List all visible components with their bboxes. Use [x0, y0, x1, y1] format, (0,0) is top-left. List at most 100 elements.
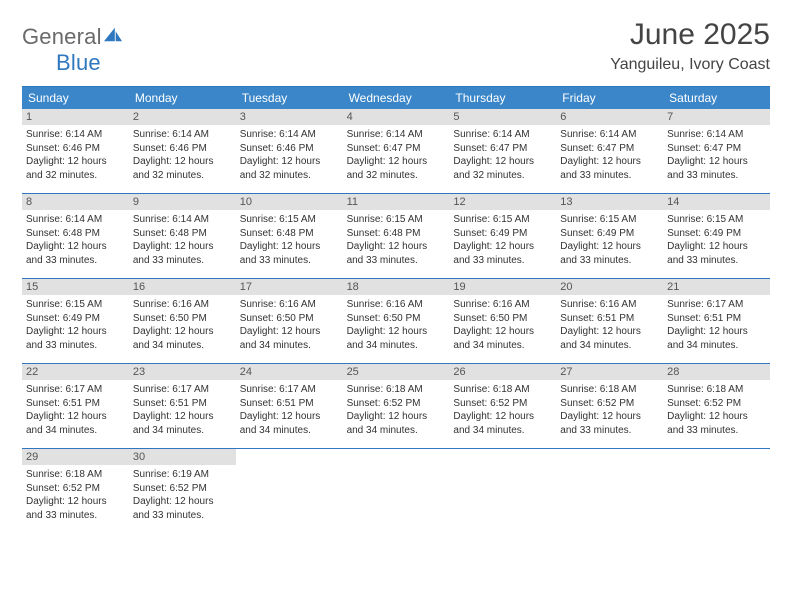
day-cell: 19Sunrise: 6:16 AMSunset: 6:50 PMDayligh… [449, 279, 556, 363]
weekday-header-cell: Friday [556, 87, 663, 109]
sunrise-text: Sunrise: 6:14 AM [453, 128, 552, 142]
day-details: Sunrise: 6:18 AMSunset: 6:52 PMDaylight:… [26, 468, 125, 522]
day-number: 15 [22, 279, 129, 295]
daylight-text: Daylight: 12 hours and 34 minutes. [560, 325, 659, 352]
weekday-header-cell: Thursday [449, 87, 556, 109]
daylight-text: Daylight: 12 hours and 34 minutes. [347, 325, 446, 352]
sunrise-text: Sunrise: 6:18 AM [347, 383, 446, 397]
sunset-text: Sunset: 6:49 PM [560, 227, 659, 241]
daylight-text: Daylight: 12 hours and 34 minutes. [453, 410, 552, 437]
day-details: Sunrise: 6:15 AMSunset: 6:48 PMDaylight:… [347, 213, 446, 267]
daylight-text: Daylight: 12 hours and 34 minutes. [133, 410, 232, 437]
page-title: June 2025 [610, 18, 770, 52]
sunset-text: Sunset: 6:50 PM [347, 312, 446, 326]
week-row: 29 Sunrise: 6:18 AMSunset: 6:52 PMDayligh… [22, 449, 770, 533]
sunset-text: Sunset: 6:48 PM [26, 227, 125, 241]
day-cell: 16Sunrise: 6:16 AMSunset: 6:50 PMDayligh… [129, 279, 236, 363]
day-number: 18 [343, 279, 450, 295]
day-number: 8 [22, 194, 129, 210]
sunset-text: Sunset: 6:51 PM [560, 312, 659, 326]
day-number: 23 [129, 364, 236, 380]
sunset-text: Sunset: 6:52 PM [133, 482, 232, 496]
day-number: 7 [663, 109, 770, 125]
calendar-body: 1 Sunrise: 6:14 AM Sunset: 6:46 PM Daylight… [22, 109, 770, 533]
sunrise-text: Sunrise: 6:18 AM [560, 383, 659, 397]
daylight-text: Daylight: 12 hours and 33 minutes. [26, 495, 125, 522]
day-cell-empty [236, 449, 343, 533]
sunrise-text: Sunrise: 6:15 AM [667, 213, 766, 227]
sunrise-text: Sunrise: 6:14 AM [26, 213, 125, 227]
day-details: Sunrise: 6:14 AMSunset: 6:47 PMDaylight:… [453, 128, 552, 182]
day-cell: 6Sunrise: 6:14 AMSunset: 6:47 PMDaylight… [556, 109, 663, 193]
day-number: 28 [663, 364, 770, 380]
day-number: 4 [343, 109, 450, 125]
day-cell-empty [343, 449, 450, 533]
day-cell-empty [663, 449, 770, 533]
sunset-text: Sunset: 6:52 PM [453, 397, 552, 411]
day-details: Sunrise: 6:17 AMSunset: 6:51 PMDaylight:… [133, 383, 232, 437]
day-number: 29 [22, 449, 129, 465]
day-details: Sunrise: 6:17 AMSunset: 6:51 PMDaylight:… [667, 298, 766, 352]
day-details: Sunrise: 6:16 AMSunset: 6:50 PMDaylight:… [133, 298, 232, 352]
calendar: SundayMondayTuesdayWednesdayThursdayFrid… [22, 86, 770, 533]
day-cell: 23 Sunrise: 6:17 AMSunset: 6:51 PMDayligh… [129, 364, 236, 448]
sunrise-text: Sunrise: 6:17 AM [240, 383, 339, 397]
day-details: Sunrise: 6:18 AMSunset: 6:52 PMDaylight:… [347, 383, 446, 437]
sunset-text: Sunset: 6:51 PM [133, 397, 232, 411]
sunset-text: Sunset: 6:46 PM [240, 142, 339, 156]
header: General Blue June 2025 Yanguileu, Ivory … [22, 18, 770, 76]
day-details: Sunrise: 6:16 AMSunset: 6:50 PMDaylight:… [347, 298, 446, 352]
day-details: Sunrise: 6:16 AMSunset: 6:50 PMDaylight:… [453, 298, 552, 352]
daylight-text: Daylight: 12 hours and 34 minutes. [240, 410, 339, 437]
day-number: 24 [236, 364, 343, 380]
day-number: 30 [129, 449, 236, 465]
daylight-text: Daylight: 12 hours and 32 minutes. [26, 155, 125, 182]
daylight-text: Daylight: 12 hours and 34 minutes. [347, 410, 446, 437]
day-cell-empty [556, 449, 663, 533]
sunrise-text: Sunrise: 6:14 AM [347, 128, 446, 142]
day-cell: 17Sunrise: 6:16 AMSunset: 6:50 PMDayligh… [236, 279, 343, 363]
sunrise-text: Sunrise: 6:16 AM [347, 298, 446, 312]
day-details: Sunrise: 6:14 AMSunset: 6:48 PMDaylight:… [26, 213, 125, 267]
sunrise-text: Sunrise: 6:14 AM [26, 128, 125, 142]
day-cell: 10Sunrise: 6:15 AMSunset: 6:48 PMDayligh… [236, 194, 343, 278]
daylight-text: Daylight: 12 hours and 33 minutes. [560, 410, 659, 437]
sunset-text: Sunset: 6:52 PM [560, 397, 659, 411]
day-number: 22 [22, 364, 129, 380]
day-number: 1 [22, 109, 129, 125]
sunrise-text: Sunrise: 6:18 AM [667, 383, 766, 397]
day-cell: 30Sunrise: 6:19 AMSunset: 6:52 PMDayligh… [129, 449, 236, 533]
day-cell: 28 Sunrise: 6:18 AMSunset: 6:52 PMDayligh… [663, 364, 770, 448]
day-cell: 1Sunrise: 6:14 AMSunset: 6:46 PMDaylight… [22, 109, 129, 193]
day-details: Sunrise: 6:15 AMSunset: 6:48 PMDaylight:… [240, 213, 339, 267]
sunrise-text: Sunrise: 6:15 AM [453, 213, 552, 227]
daylight-text: Daylight: 12 hours and 33 minutes. [133, 240, 232, 267]
day-details: Sunrise: 6:15 AMSunset: 6:49 PMDaylight:… [667, 213, 766, 267]
day-number: 5 [449, 109, 556, 125]
day-details: Sunrise: 6:14 AMSunset: 6:47 PMDaylight:… [667, 128, 766, 182]
sunrise-text: Sunrise: 6:16 AM [240, 298, 339, 312]
sunset-text: Sunset: 6:47 PM [453, 142, 552, 156]
day-cell: 21Sunrise: 6:17 AMSunset: 6:51 PMDayligh… [663, 279, 770, 363]
sunset-text: Sunset: 6:51 PM [667, 312, 766, 326]
sunset-text: Sunset: 6:47 PM [560, 142, 659, 156]
sunset-text: Sunset: 6:48 PM [240, 227, 339, 241]
daylight-text: Daylight: 12 hours and 33 minutes. [667, 410, 766, 437]
day-cell: 7 Sunrise: 6:14 AMSunset: 6:47 PMDaylight… [663, 109, 770, 193]
sunset-text: Sunset: 6:52 PM [667, 397, 766, 411]
weekday-header-cell: Sunday [22, 87, 129, 109]
daylight-text: Daylight: 12 hours and 34 minutes. [667, 325, 766, 352]
daylight-text: Daylight: 12 hours and 34 minutes. [240, 325, 339, 352]
logo-sail-icon [102, 26, 124, 44]
week-row: 8Sunrise: 6:14 AMSunset: 6:48 PMDaylight… [22, 194, 770, 279]
sunset-text: Sunset: 6:50 PM [133, 312, 232, 326]
day-cell: 12Sunrise: 6:15 AMSunset: 6:49 PMDayligh… [449, 194, 556, 278]
day-number: 20 [556, 279, 663, 295]
day-number: 27 [556, 364, 663, 380]
daylight-text: Daylight: 12 hours and 33 minutes. [133, 495, 232, 522]
daylight-text: Daylight: 12 hours and 33 minutes. [240, 240, 339, 267]
sunset-text: Sunset: 6:52 PM [347, 397, 446, 411]
day-details: Sunrise: 6:18 AMSunset: 6:52 PMDaylight:… [453, 383, 552, 437]
day-details: Sunrise: 6:14 AMSunset: 6:47 PMDaylight:… [560, 128, 659, 182]
day-cell: 20Sunrise: 6:16 AMSunset: 6:51 PMDayligh… [556, 279, 663, 363]
